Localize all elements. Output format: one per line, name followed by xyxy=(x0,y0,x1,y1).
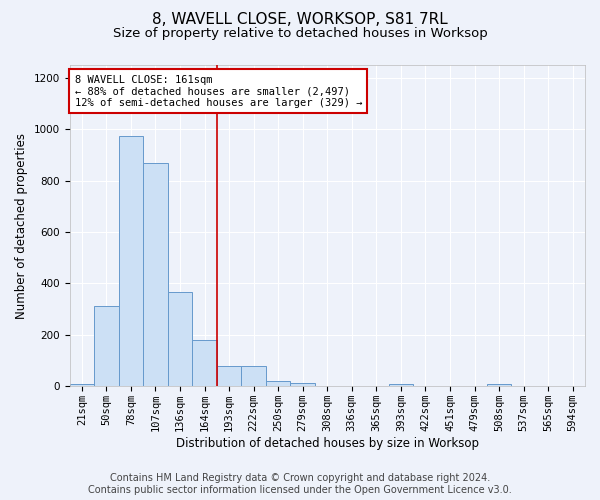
Text: 8 WAVELL CLOSE: 161sqm
← 88% of detached houses are smaller (2,497)
12% of semi-: 8 WAVELL CLOSE: 161sqm ← 88% of detached… xyxy=(74,74,362,108)
Text: Size of property relative to detached houses in Worksop: Size of property relative to detached ho… xyxy=(113,28,487,40)
Bar xyxy=(217,366,241,386)
Bar xyxy=(487,384,511,386)
Y-axis label: Number of detached properties: Number of detached properties xyxy=(15,132,28,318)
Bar xyxy=(266,380,290,386)
Bar xyxy=(94,306,119,386)
Bar xyxy=(290,383,315,386)
Bar xyxy=(241,366,266,386)
Bar xyxy=(70,384,94,386)
Text: Contains HM Land Registry data © Crown copyright and database right 2024.
Contai: Contains HM Land Registry data © Crown c… xyxy=(88,474,512,495)
Text: 8, WAVELL CLOSE, WORKSOP, S81 7RL: 8, WAVELL CLOSE, WORKSOP, S81 7RL xyxy=(152,12,448,28)
Bar xyxy=(119,136,143,386)
Bar xyxy=(192,340,217,386)
Bar xyxy=(143,162,168,386)
Bar xyxy=(168,292,192,386)
X-axis label: Distribution of detached houses by size in Worksop: Distribution of detached houses by size … xyxy=(176,437,479,450)
Bar xyxy=(389,384,413,386)
